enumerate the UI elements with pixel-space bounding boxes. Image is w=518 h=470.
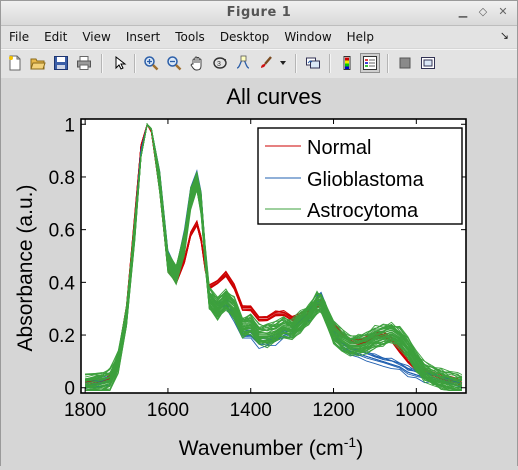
x-tick-label: 1800 [64, 400, 106, 421]
menu-edit[interactable]: Edit [44, 30, 68, 44]
save-icon[interactable] [51, 53, 71, 73]
brush-dropdown-icon[interactable] [278, 53, 288, 73]
legend-label-normal: Normal [307, 137, 371, 159]
x-tick-label: 1600 [147, 400, 189, 421]
colorbar-icon[interactable] [337, 53, 357, 73]
zoom-out-icon[interactable] [164, 53, 184, 73]
y-tick-label: 0.4 [49, 273, 76, 294]
y-tick-label: 0 [64, 379, 75, 400]
title-bar[interactable]: Figure 1 ▁ ◇ ✕ [1, 1, 517, 26]
menu-view[interactable]: View [82, 30, 111, 44]
pan-hand-icon[interactable] [187, 53, 207, 73]
menu-window[interactable]: Window [284, 30, 332, 44]
chart-title: All curves [226, 84, 321, 109]
y-tick-label: 1 [64, 115, 75, 136]
open-file-icon[interactable] [28, 53, 48, 73]
zoom-in-icon[interactable] [141, 53, 161, 73]
chart-svg[interactable]: All curves 1800 1600 1400 1200 1000 0 0.2 0.4 0.… [1, 78, 517, 466]
y-axis-label: Absorbance (a.u.) [14, 185, 37, 352]
window-title: Figure 1 [226, 5, 292, 20]
legend-box [257, 127, 463, 225]
series-line-astrocytoma [85, 123, 462, 389]
x-tick-label: 1000 [395, 400, 437, 421]
show-plot-tools-icon[interactable] [418, 53, 438, 73]
axes-frame [80, 118, 467, 394]
y-tick-label: 0.2 [49, 326, 75, 347]
rotate-3d-icon[interactable]: 3 [210, 53, 230, 73]
menu-help[interactable]: Help [346, 30, 374, 44]
menu-tools[interactable]: Tools [175, 30, 205, 44]
link-plot-icon[interactable] [303, 53, 323, 73]
menu-file[interactable]: File [9, 30, 30, 44]
svg-text:3: 3 [217, 61, 221, 68]
menu-bar: File Edit View Insert Tools Desktop Wind… [1, 26, 517, 48]
new-figure-icon[interactable] [5, 53, 25, 73]
legend-icon[interactable] [360, 53, 380, 73]
close-icon[interactable]: ✕ [498, 5, 508, 18]
y-tick-label: 0.6 [49, 221, 75, 242]
x-tick-label: 1200 [312, 400, 354, 421]
menu-desktop[interactable]: Desktop [219, 30, 270, 44]
figure-canvas: All curves 1800 1600 1400 1200 1000 0 0.2 0.4 0.… [1, 78, 517, 466]
maximize-icon[interactable]: ◇ [478, 5, 488, 18]
data-cursor-icon[interactable] [233, 53, 253, 73]
legend[interactable]: Normal Glioblastoma Astrocytoma [257, 127, 463, 225]
legend-label-astrocytoma: Astrocytoma [307, 200, 419, 222]
x-tick-label: 1400 [230, 400, 272, 421]
dock-figure-icon[interactable]: ↘ [499, 29, 509, 42]
figure-toolbar: 3 [1, 49, 517, 79]
brush-icon[interactable] [256, 53, 276, 73]
pointer-icon[interactable] [109, 53, 129, 73]
x-axis-label: Wavenumber (cm-1) [179, 434, 363, 460]
minimize-icon[interactable]: ▁ [458, 5, 468, 18]
y-tick-label: 0.8 [49, 168, 75, 189]
legend-label-glioblastoma: Glioblastoma [307, 169, 425, 191]
menu-insert[interactable]: Insert [125, 30, 161, 44]
print-icon[interactable] [74, 53, 94, 73]
hide-plot-tools-icon[interactable] [395, 53, 415, 73]
